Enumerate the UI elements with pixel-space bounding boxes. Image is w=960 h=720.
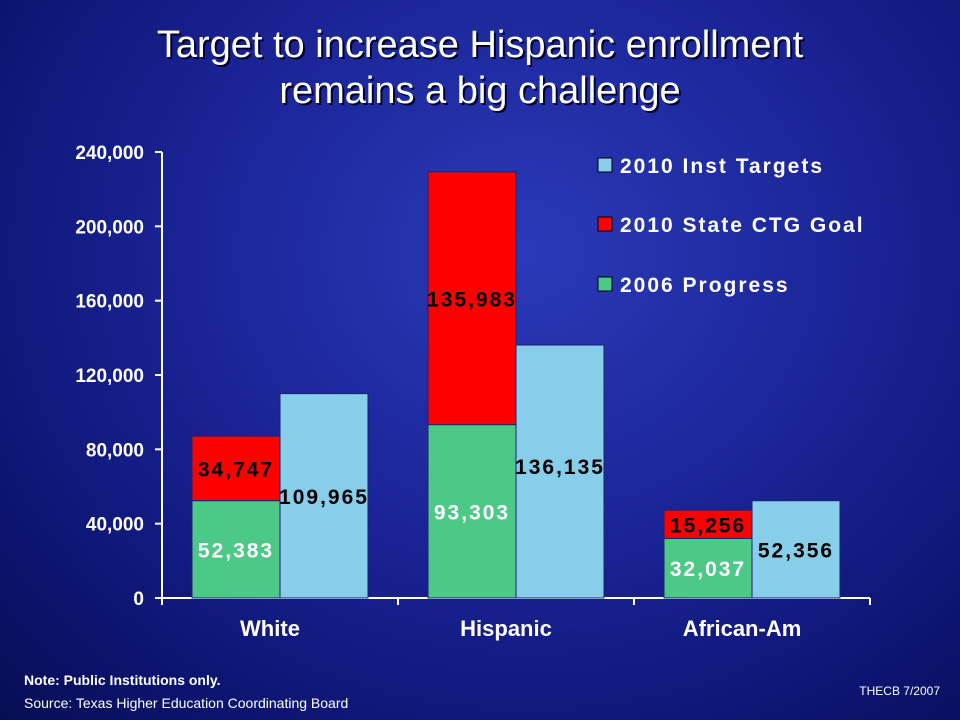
data-label-progress-2006: 93,303 <box>434 501 510 524</box>
legend-inst-targets-swatch <box>597 157 613 173</box>
source-note: Source: Texas Higher Education Coordinat… <box>24 695 349 711</box>
y-tick-label: 40,000 <box>86 515 144 536</box>
data-label-inst-targets-2010: 52,356 <box>758 539 834 562</box>
y-tick-label: 160,000 <box>75 292 144 313</box>
x-category-label: White <box>240 616 300 641</box>
bar-inst-targets-2010 <box>515 344 605 599</box>
data-label-ctg-goal-2010: 34,747 <box>198 458 274 481</box>
bar-ctg-goal-2010 <box>191 435 281 502</box>
bar-progress-2006 <box>427 424 517 599</box>
data-label-inst-targets-2010: 109,965 <box>279 486 369 509</box>
bar-inst-targets-2010 <box>279 393 369 599</box>
y-tick-label: 200,000 <box>75 217 144 238</box>
data-label-progress-2006: 32,037 <box>670 558 746 581</box>
data-label-ctg-goal-2010: 135,983 <box>427 288 517 311</box>
data-label-progress-2006: 52,383 <box>198 539 274 562</box>
data-label-ctg-goal-2010: 15,256 <box>670 514 746 537</box>
y-tick-label: 0 <box>133 589 144 610</box>
legend-inst-targets-label: 2010 Inst Targets <box>620 155 824 178</box>
bar-ctg-goal-2010 <box>663 509 753 539</box>
x-category-label: African-Am <box>683 616 802 641</box>
data-label-inst-targets-2010: 136,135 <box>515 456 605 479</box>
legend-progress-swatch <box>597 276 613 292</box>
y-tick-label: 120,000 <box>75 366 144 387</box>
bar-progress-2006 <box>663 537 753 599</box>
chart-title: Target to increase Hispanic enrollment r… <box>0 22 960 114</box>
chart-title-line-1: Target to increase Hispanic enrollment <box>156 24 804 66</box>
bar-inst-targets-2010 <box>751 500 841 599</box>
legend-progress-label: 2006 Progress <box>620 274 790 297</box>
legend-ctg-goal-label: 2010 State CTG Goal <box>620 214 865 237</box>
chart-title-line-2: remains a big challenge <box>279 70 681 112</box>
bar-ctg-goal-2010 <box>427 171 517 426</box>
x-category-label: Hispanic <box>460 616 552 641</box>
legend-ctg-goal-swatch <box>597 216 613 232</box>
y-tick-label: 240,000 <box>75 143 144 164</box>
y-tick-label: 80,000 <box>86 440 144 461</box>
footnote: Note: Public Institutions only. <box>24 672 221 688</box>
credit-label: THECB 7/2007 <box>859 684 940 698</box>
